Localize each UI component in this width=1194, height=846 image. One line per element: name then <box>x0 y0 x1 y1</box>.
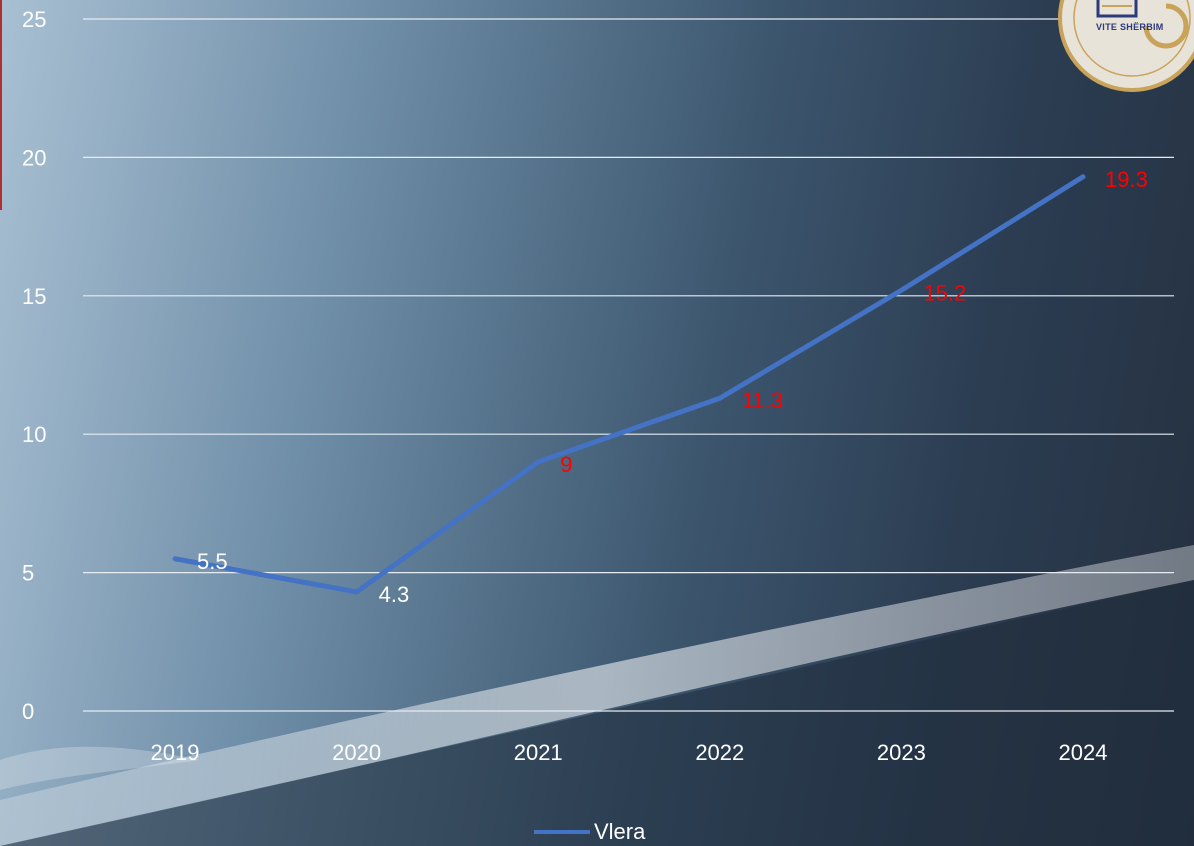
data-label: 9 <box>560 452 572 477</box>
y-tick-label: 10 <box>22 422 46 447</box>
legend: Vlera <box>534 818 645 846</box>
x-tick-label: 2019 <box>151 740 200 765</box>
y-tick-label: 25 <box>22 7 46 32</box>
legend-swatch <box>534 830 590 834</box>
x-tick-label: 2021 <box>514 740 563 765</box>
customs-seal-icon <box>1058 0 1194 92</box>
series-vlera <box>172 174 1086 595</box>
x-tick-label: 2022 <box>695 740 744 765</box>
y-tick-label: 15 <box>22 284 46 309</box>
x-tick-label: 2020 <box>332 740 381 765</box>
data-label: 11.3 <box>742 388 783 413</box>
x-tick-label: 2023 <box>877 740 926 765</box>
gridlines <box>83 18 1174 712</box>
customs-logo: VITE SHËRBIM <box>1046 0 1194 96</box>
slide-edge-accent <box>0 0 2 210</box>
legend-label: Vlera <box>594 819 646 844</box>
data-label: 4.3 <box>379 582 410 607</box>
data-label: 15.2 <box>923 280 966 305</box>
y-axis-ticks: 0 5 10 15 20 25 <box>22 7 46 724</box>
data-labels: 5.5 4.3 9 11.3 15.2 19.3 <box>197 167 1148 607</box>
x-tick-label: 2024 <box>1059 740 1108 765</box>
logo-text: VITE SHËRBIM <box>1096 22 1164 32</box>
x-axis-ticks: 2019 2020 2021 2022 2023 2024 <box>151 740 1108 765</box>
y-tick-label: 0 <box>22 699 34 724</box>
series-line <box>172 174 1086 595</box>
data-label: 5.5 <box>197 549 228 574</box>
y-tick-label: 20 <box>22 145 46 170</box>
data-label: 19.3 <box>1105 167 1148 192</box>
y-tick-label: 5 <box>22 561 34 586</box>
